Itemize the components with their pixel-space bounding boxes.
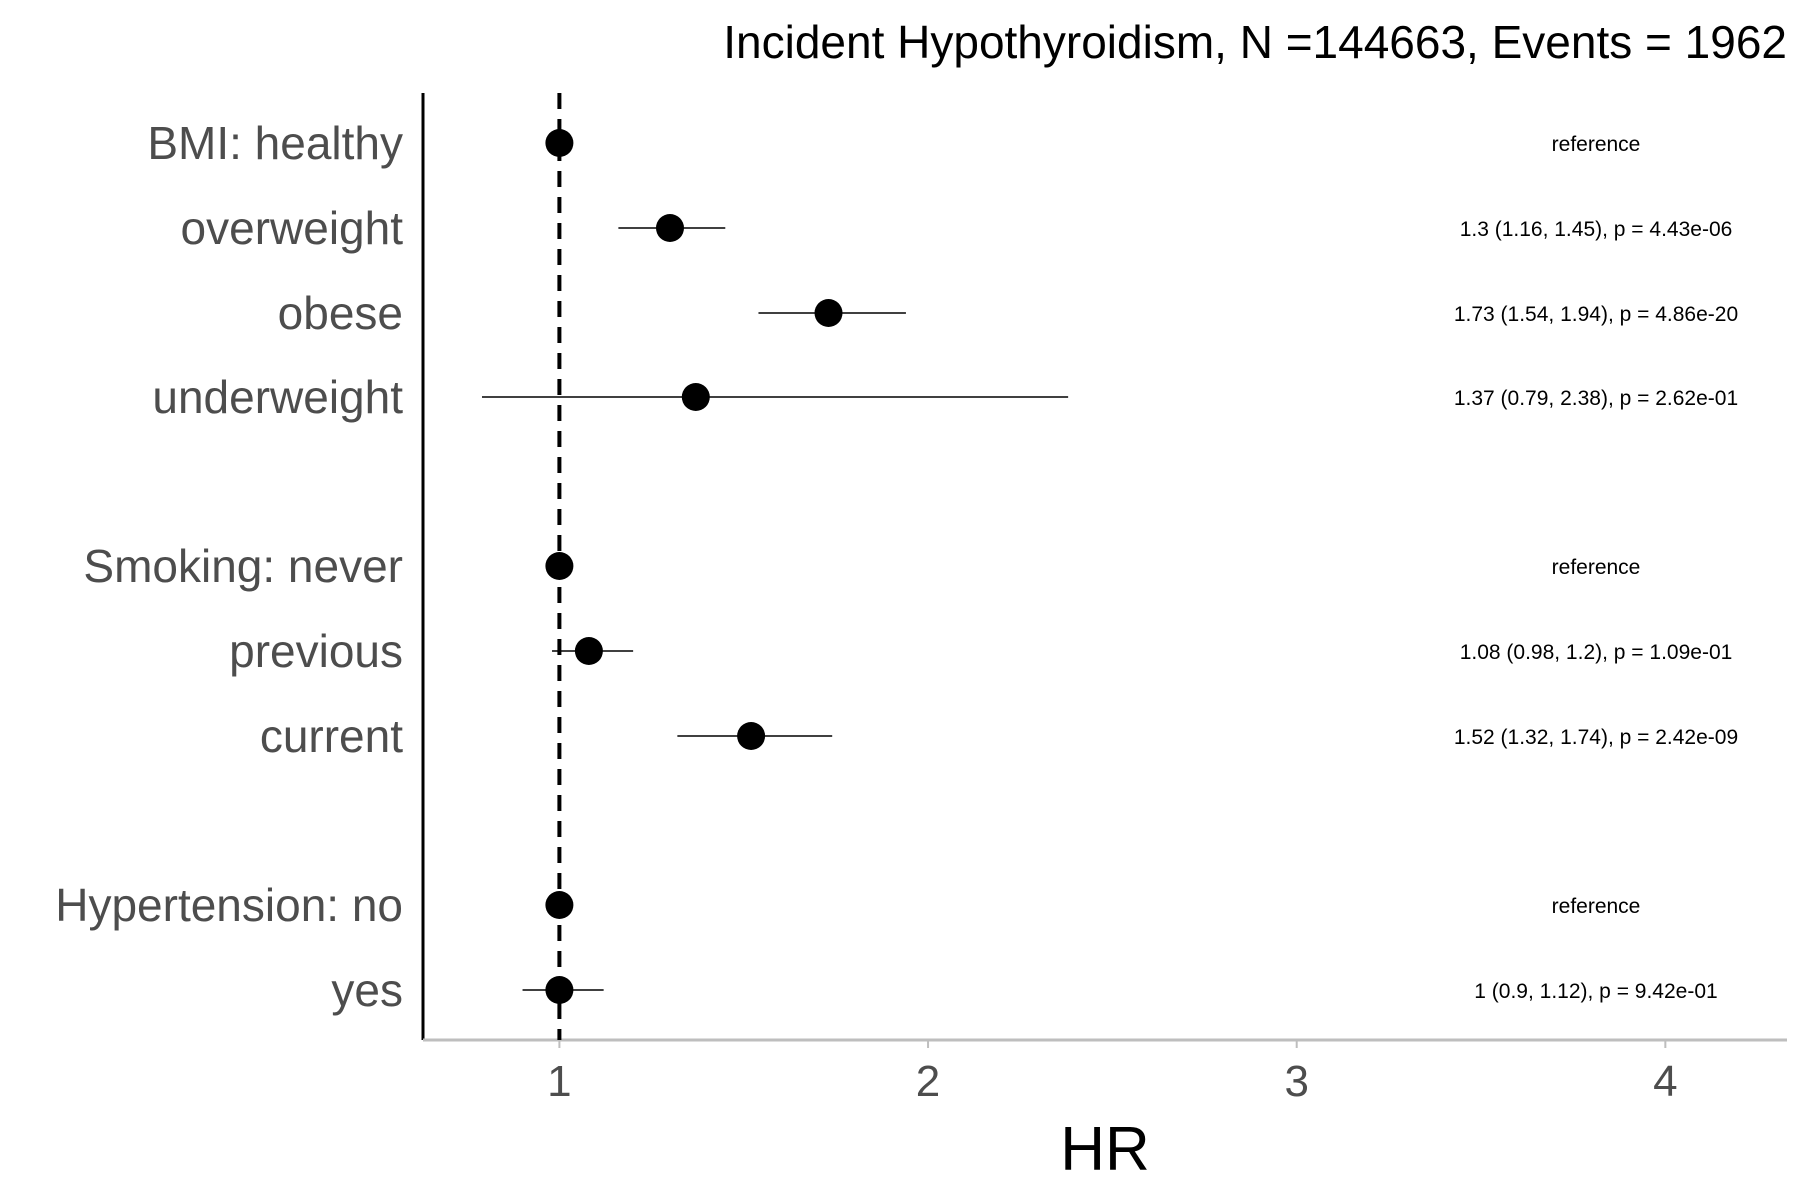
row-annotation: 1.73 (1.54, 1.94), p = 4.86e-20 xyxy=(1454,303,1738,326)
plot-axes xyxy=(421,93,1787,1042)
row-label: yes xyxy=(331,964,403,1016)
hr-point xyxy=(681,383,710,411)
row-label: obese xyxy=(278,287,403,339)
x-tick-label: 3 xyxy=(1284,1057,1308,1106)
row-label: current xyxy=(260,710,403,762)
row-label: Smoking: never xyxy=(83,540,403,592)
hr-point xyxy=(737,722,766,750)
row-label: Hypertension: no xyxy=(55,879,403,931)
x-ticks: 1 2 3 4 xyxy=(547,1040,1678,1106)
hr-point xyxy=(574,637,603,665)
row-annotation: reference xyxy=(1552,895,1641,918)
row-label: underweight xyxy=(152,371,403,423)
chart-title: Incident Hypothyroidism, N =144663, Even… xyxy=(723,16,1787,68)
confidence-intervals xyxy=(481,227,1069,991)
x-tick-label: 1 xyxy=(547,1057,571,1106)
hr-point xyxy=(545,129,574,157)
hr-point xyxy=(655,214,684,242)
row-label: previous xyxy=(229,625,403,677)
hr-point xyxy=(545,976,574,1004)
row-label: BMI: healthy xyxy=(147,117,403,169)
x-tick-label: 4 xyxy=(1653,1057,1677,1106)
hr-points xyxy=(545,129,843,1004)
row-annotation: 1.52 (1.32, 1.74), p = 2.42e-09 xyxy=(1454,726,1738,749)
hr-point xyxy=(814,299,843,327)
row-annotation: reference xyxy=(1552,556,1641,579)
row-annotations: reference 1.3 (1.16, 1.45), p = 4.43e-06 1… xyxy=(1454,133,1738,1003)
x-tick-label: 2 xyxy=(916,1057,940,1106)
row-label: overweight xyxy=(181,202,404,254)
row-annotation: 1.37 (0.79, 2.38), p = 2.62e-01 xyxy=(1454,387,1738,410)
hr-point xyxy=(545,891,574,919)
hr-point xyxy=(545,552,574,580)
row-annotation: 1.08 (0.98, 1.2), p = 1.09e-01 xyxy=(1460,641,1733,664)
row-annotation: reference xyxy=(1552,133,1641,156)
row-annotation: 1.3 (1.16, 1.45), p = 4.43e-06 xyxy=(1460,218,1733,241)
x-axis-title: HR xyxy=(1060,1115,1150,1184)
row-annotation: 1 (0.9, 1.12), p = 9.42e-01 xyxy=(1474,980,1717,1003)
row-labels: BMI: healthy overweight obese underweight Sm… xyxy=(55,117,403,1016)
